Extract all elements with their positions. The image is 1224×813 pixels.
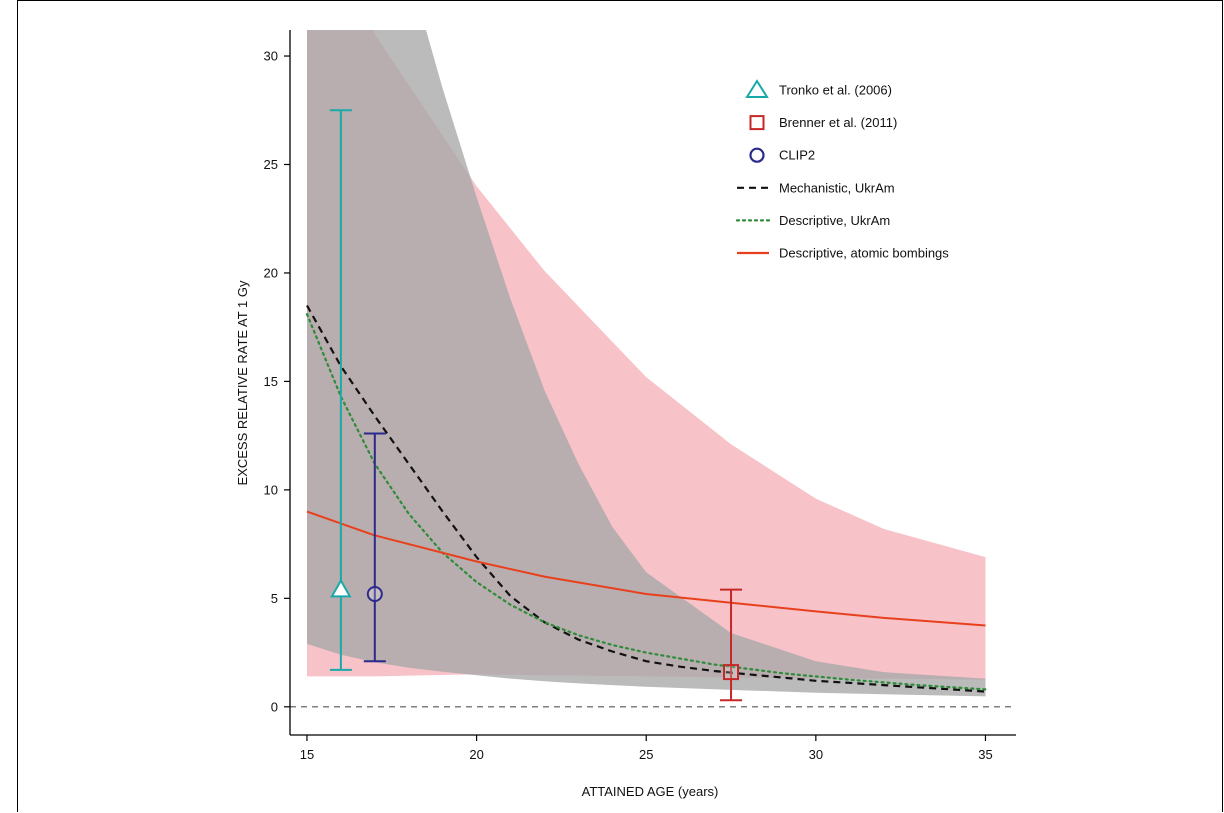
point-tronko-et-al-2006 (329, 109, 352, 671)
point-clip2 (363, 432, 386, 663)
marker-brenner-et-al-2011 (723, 664, 740, 681)
y-tick-label-20: 20 (264, 265, 278, 280)
model-lines (305, 304, 987, 693)
y-tick-label-25: 25 (264, 157, 278, 172)
x-axis-label: ATTAINED AGE (years) (582, 784, 719, 799)
legend-item-brenner-et-al-2011: Brenner et al. (2011) (749, 115, 897, 131)
series-line-descriptive-atomic-bombings (306, 510, 986, 627)
figure-frame (17, 0, 1223, 812)
legend-item-descriptive-ukram: Descriptive, UkrAm (735, 213, 890, 228)
legend-item-descriptive-atomic-bombings: Descriptive, atomic bombings (737, 246, 949, 261)
marker-clip2 (366, 586, 383, 602)
point-brenner-et-al-2011 (720, 588, 743, 702)
y-tick-label-30: 30 (264, 49, 278, 64)
series-line-mechanistic-ukram (306, 304, 986, 693)
y-tick-label-0: 0 (271, 699, 278, 714)
series-line-descriptive-ukram (305, 313, 987, 691)
legend-item-tronko-et-al-2006: Tronko et al. (2006) (745, 79, 892, 98)
x-tick-label-30: 30 (809, 747, 823, 762)
x-tick-label-35: 35 (978, 747, 992, 762)
y-tick-label-10: 10 (264, 482, 278, 497)
y-tick-label-15: 15 (264, 374, 278, 389)
legend-symbol-triangle (745, 79, 769, 98)
legend-label: Tronko et al. (2006) (779, 83, 892, 98)
y-axis-label: EXCESS RELATIVE RATE AT 1 Gy (235, 280, 250, 485)
legend-label: Descriptive, UkrAm (779, 213, 890, 228)
legend-label: Descriptive, atomic bombings (779, 246, 949, 261)
legend: Tronko et al. (2006) Brenner et al. (2011… (735, 79, 949, 261)
x-tick-label-20: 20 (469, 747, 483, 762)
x-tick-label-15: 15 (300, 747, 314, 762)
study-estimates (329, 109, 743, 702)
confidence-bands (307, 30, 986, 697)
legend-symbol-square (749, 115, 765, 131)
marker-tronko-et-al-2006 (330, 578, 352, 598)
legend-item-mechanistic-ukram: Mechanistic, UkrAm (737, 180, 895, 195)
legend-label: Mechanistic, UkrAm (779, 180, 895, 195)
legend-item-clip2: CLIP2 (749, 147, 815, 163)
x-tick-label-25: 25 (639, 747, 653, 762)
axes: 0 5 10 15 20 25 30 15 20 25 30 35 (264, 30, 1016, 762)
confidence-band-2 (307, 30, 986, 697)
legend-label: Brenner et al. (2011) (779, 115, 897, 130)
y-tick-label-5: 5 (271, 591, 278, 606)
legend-label: CLIP2 (779, 148, 815, 163)
legend-symbol-circle (749, 147, 765, 163)
